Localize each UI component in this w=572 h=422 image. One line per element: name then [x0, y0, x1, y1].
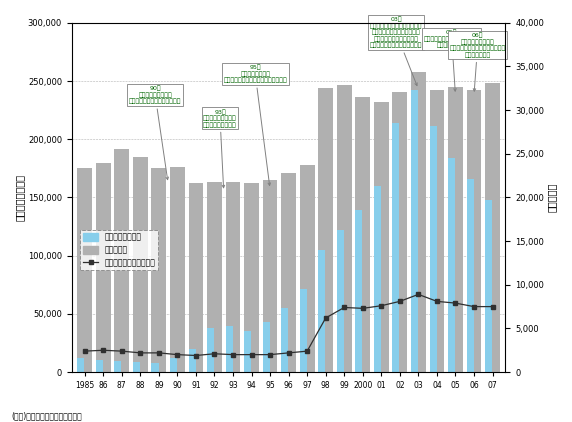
Bar — [133, 362, 140, 372]
Bar — [411, 72, 426, 372]
経済・生活問題自殺者数 — [267, 352, 273, 357]
Bar — [374, 102, 389, 372]
Bar — [244, 331, 251, 372]
Bar — [170, 167, 185, 372]
経済・生活問題自殺者数 — [100, 348, 107, 353]
Bar — [467, 90, 482, 372]
経済・生活問題自殺者数 — [81, 349, 88, 354]
Bar — [300, 289, 307, 372]
Bar — [300, 165, 315, 372]
経済・生活問題自殺者数 — [396, 299, 403, 304]
Bar — [467, 179, 474, 372]
経済・生活問題自殺者数 — [211, 351, 218, 356]
Bar — [77, 358, 85, 372]
経済・生活問題自殺者数 — [322, 315, 329, 320]
Bar — [281, 173, 296, 372]
Bar — [189, 184, 203, 372]
Bar — [114, 149, 129, 372]
経済・生活問題自殺者数 — [415, 292, 422, 297]
Legend: 自己破産申立件数, 自殺者総数, 経済・生活問題自殺者数: 自己破産申立件数, 自殺者総数, 経済・生活問題自殺者数 — [80, 230, 158, 271]
Bar — [77, 168, 92, 372]
Text: 90年
バブル崩壊によって
経済的に苦しい消費者家庭増加: 90年 バブル崩壊によって 経済的に苦しい消費者家庭増加 — [129, 86, 181, 180]
経済・生活問題自殺者数 — [285, 350, 292, 355]
Text: (備考)司法統計年報・警察庁調べ: (備考)司法統計年報・警察庁調べ — [11, 411, 82, 420]
経済・生活問題自殺者数 — [341, 305, 348, 310]
Bar — [337, 230, 344, 372]
Bar — [485, 84, 500, 372]
Text: 93年
無人契約機アコムの
「むじんくん」導入: 93年 無人契約機アコムの 「むじんくん」導入 — [203, 109, 237, 188]
Bar — [337, 84, 352, 372]
Bar — [114, 361, 121, 372]
Bar — [430, 90, 444, 372]
経済・生活問題自殺者数 — [118, 349, 125, 354]
Bar — [485, 200, 492, 372]
経済・生活問題自殺者数 — [174, 352, 181, 357]
経済・生活問題自殺者数 — [137, 350, 144, 355]
Bar — [430, 127, 436, 372]
Bar — [281, 308, 288, 372]
Bar — [96, 162, 110, 372]
Bar — [263, 180, 277, 372]
Bar — [189, 349, 196, 372]
Y-axis label: 自殺者総数: 自殺者総数 — [547, 183, 557, 212]
Bar — [318, 250, 325, 372]
経済・生活問題自殺者数 — [248, 352, 255, 357]
Bar — [225, 182, 240, 372]
Bar — [207, 328, 214, 372]
経済・生活問題自殺者数 — [434, 299, 440, 304]
経済・生活問題自殺者数 — [156, 350, 162, 355]
Bar — [448, 87, 463, 372]
経済・生活問題自殺者数 — [304, 349, 311, 354]
Text: 05年
・アイフルに対する業務停止命令
・チワワ人気急落: 05年 ・アイフルに対する業務停止命令 ・チワワ人気急落 — [424, 30, 480, 91]
Bar — [448, 158, 455, 372]
経済・生活問題自殺者数 — [489, 304, 496, 309]
Bar — [225, 325, 233, 372]
Text: 03年
ヤミ金からの過激な取立を苦に
心中した大阪府八尾市の事件
をきっかけに司法・行政が
貸金業を厳しく規制する方向へ: 03年 ヤミ金からの過激な取立を苦に 心中した大阪府八尾市の事件 をきっかけに司… — [370, 17, 422, 86]
Bar — [152, 168, 166, 372]
Bar — [133, 157, 148, 372]
経済・生活問題自殺者数 — [471, 304, 478, 309]
Bar — [355, 210, 363, 372]
Bar — [355, 97, 370, 372]
Y-axis label: 自己破産申立件数: 自己破産申立件数 — [15, 174, 25, 221]
Text: 95年
・サラ金広告解禁
・消費者金融各社　証券取引所へ上場: 95年 ・サラ金広告解禁 ・消費者金融各社 証券取引所へ上場 — [224, 65, 287, 186]
Bar — [392, 92, 407, 372]
Bar — [392, 123, 399, 372]
Bar — [411, 90, 418, 372]
Bar — [263, 322, 270, 372]
経済・生活問題自殺者数 — [229, 352, 236, 357]
Bar — [318, 88, 333, 372]
Bar — [96, 360, 103, 372]
Bar — [170, 358, 177, 372]
Line: 経済・生活問題自殺者数: 経済・生活問題自殺者数 — [83, 292, 494, 357]
Bar — [207, 182, 222, 372]
Bar — [244, 184, 259, 372]
経済・生活問題自殺者数 — [359, 306, 366, 311]
Bar — [152, 363, 158, 372]
Text: 06年
最高裁判所において
過払金返還請求を原則認める判決
新貸金業法成立: 06年 最高裁判所において 過払金返還請求を原則認める判決 新貸金業法成立 — [450, 32, 506, 91]
経済・生活問題自殺者数 — [378, 303, 385, 308]
Bar — [374, 186, 381, 372]
経済・生活問題自殺者数 — [193, 353, 200, 358]
経済・生活問題自殺者数 — [452, 300, 459, 306]
